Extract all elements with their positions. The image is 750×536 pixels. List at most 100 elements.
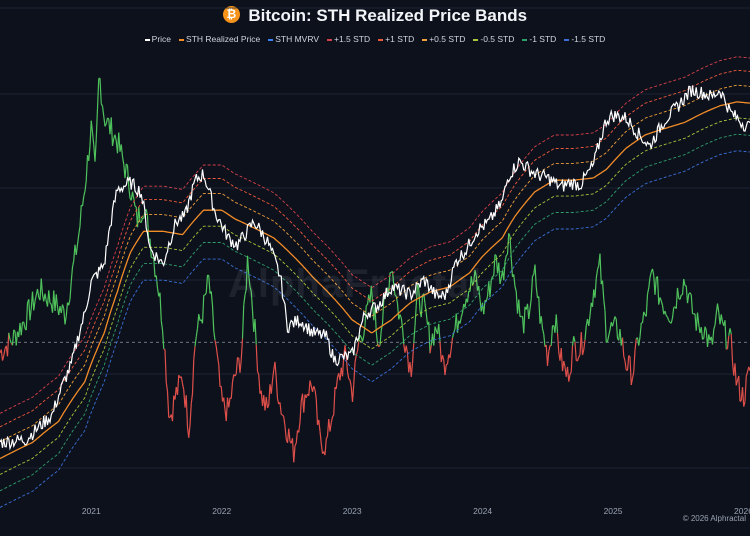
sth-mvrv-segment bbox=[99, 78, 102, 104]
sth-mvrv-segment bbox=[138, 207, 141, 223]
sth-mvrv-segment bbox=[118, 132, 121, 152]
sth-mvrv-segment bbox=[370, 285, 374, 302]
sth-mvrv-segment bbox=[349, 379, 352, 388]
sth-mvrv-segment bbox=[628, 355, 631, 358]
sth-mvrv-segment bbox=[104, 123, 107, 127]
sth-mvrv-segment bbox=[629, 356, 632, 386]
chart-title: ₿ Bitcoin: STH Realized Price Bands bbox=[0, 5, 750, 30]
std-minus-1-5-line bbox=[0, 150, 750, 508]
sth-mvrv-segment bbox=[79, 205, 82, 227]
sth-mvrv-segment bbox=[538, 296, 541, 324]
sth-mvrv-segment bbox=[591, 289, 595, 307]
x-tick-label: 2025 bbox=[604, 506, 623, 516]
sth-mvrv-segment bbox=[375, 331, 379, 344]
sth-mvrv-segment bbox=[70, 266, 74, 282]
sth-mvrv-segment bbox=[114, 134, 117, 142]
sth-mvrv-segment bbox=[461, 303, 465, 313]
legend-item: -0.5 STD bbox=[473, 34, 514, 44]
sth-mvrv-segment bbox=[514, 286, 517, 292]
sth-mvrv-segment bbox=[191, 359, 195, 394]
sth-mvrv-segment bbox=[374, 307, 377, 332]
sth-mvrv-segment bbox=[599, 253, 602, 285]
sth-mvrv-segment bbox=[381, 299, 385, 325]
legend-swatch bbox=[268, 38, 274, 41]
sth-mvrv-segment bbox=[413, 325, 416, 344]
price-line bbox=[0, 85, 750, 451]
legend-label: STH Realized Price bbox=[186, 34, 261, 44]
sth-mvrv-segment bbox=[608, 329, 611, 336]
sth-mvrv-segment bbox=[741, 387, 745, 407]
sth-mvrv-segment bbox=[220, 386, 224, 402]
sth-mvrv-segment bbox=[594, 278, 597, 298]
sth-mvrv-segment bbox=[649, 271, 652, 278]
sth-mvrv-segment bbox=[651, 268, 655, 276]
sth-mvrv-segment bbox=[730, 334, 734, 362]
sth-mvrv-segment bbox=[726, 335, 730, 349]
sth-mvrv-segment bbox=[633, 350, 636, 372]
sth-mvrv-segment bbox=[492, 275, 495, 277]
sth-mvrv-segment bbox=[61, 304, 65, 309]
sth-mvrv-segment bbox=[535, 286, 539, 298]
sth-mvrv-segment bbox=[266, 404, 270, 409]
sth-mvrv-segment bbox=[395, 296, 399, 304]
sth-mvrv-segment bbox=[69, 281, 72, 300]
sth-mvrv-segment bbox=[444, 364, 447, 376]
sth-mvrv-segment bbox=[293, 445, 296, 463]
sth-mvrv-segment bbox=[441, 355, 445, 361]
sth-mvrv-segment bbox=[574, 341, 577, 361]
sth-mvrv-segment bbox=[107, 117, 110, 120]
sth-mvrv-segment bbox=[298, 421, 301, 433]
legend-swatch bbox=[378, 38, 384, 41]
sth-mvrv-segment bbox=[624, 360, 627, 371]
sth-mvrv-segment bbox=[40, 278, 44, 295]
sth-mvrv-segment bbox=[68, 299, 71, 306]
sth-mvrv-segment bbox=[555, 314, 559, 333]
sth-mvrv-segment bbox=[23, 321, 26, 329]
sth-mvrv-segment bbox=[418, 288, 421, 311]
sth-mvrv-segment bbox=[256, 371, 260, 375]
sth-mvrv-segment bbox=[164, 349, 167, 383]
sth-mvrv-segment bbox=[105, 117, 109, 124]
sth-mvrv-segment bbox=[513, 274, 516, 287]
sth-mvrv-segment bbox=[204, 292, 207, 296]
sth-mvrv-segment bbox=[29, 308, 32, 321]
sth-mvrv-segment bbox=[416, 284, 420, 290]
sth-mvrv-segment bbox=[216, 355, 220, 365]
sth-mvrv-segment bbox=[704, 326, 707, 331]
sth-mvrv-segment bbox=[475, 275, 479, 291]
sth-mvrv-segment bbox=[128, 187, 131, 199]
legend-item: STH Realized Price bbox=[179, 34, 260, 44]
sth-mvrv-segment bbox=[309, 380, 312, 387]
sth-mvrv-segment bbox=[20, 321, 24, 336]
legend-swatch bbox=[144, 38, 150, 41]
sth-mvrv-segment bbox=[351, 384, 355, 403]
sth-mvrv-segment bbox=[240, 338, 244, 360]
sth-mvrv-segment bbox=[225, 397, 229, 422]
sth-mvrv-segment bbox=[230, 381, 234, 399]
sth-mvrv-segment bbox=[346, 371, 350, 379]
sth-mvrv-segment bbox=[208, 275, 211, 294]
sth-mvrv-segment bbox=[631, 371, 635, 379]
sth-mvrv-segment bbox=[595, 269, 599, 279]
sth-mvrv-segment bbox=[345, 356, 349, 372]
sth-mvrv-segment bbox=[641, 311, 645, 324]
sth-mvrv-segment bbox=[0, 349, 4, 361]
sth-mvrv-segment bbox=[645, 294, 649, 317]
sth-mvrv-segment bbox=[683, 278, 686, 286]
sth-mvrv-segment bbox=[661, 305, 665, 315]
sth-mvrv-segment bbox=[214, 340, 217, 347]
sth-mvrv-segment bbox=[294, 442, 297, 447]
sth-mvrv-segment bbox=[531, 273, 535, 277]
sth-mvrv-segment bbox=[724, 320, 727, 350]
legend-swatch bbox=[179, 38, 185, 41]
sth-mvrv-segment bbox=[84, 180, 87, 192]
sth-mvrv-segment bbox=[540, 316, 544, 329]
sth-mvrv-segment bbox=[303, 394, 306, 413]
sth-mvrv-segment bbox=[453, 328, 456, 334]
sth-mvrv-segment bbox=[434, 326, 437, 331]
legend-swatch bbox=[564, 38, 570, 41]
legend-item: +1 STD bbox=[378, 34, 414, 44]
sth-mvrv-segment bbox=[353, 362, 356, 385]
sth-mvrv-segment bbox=[190, 393, 194, 404]
